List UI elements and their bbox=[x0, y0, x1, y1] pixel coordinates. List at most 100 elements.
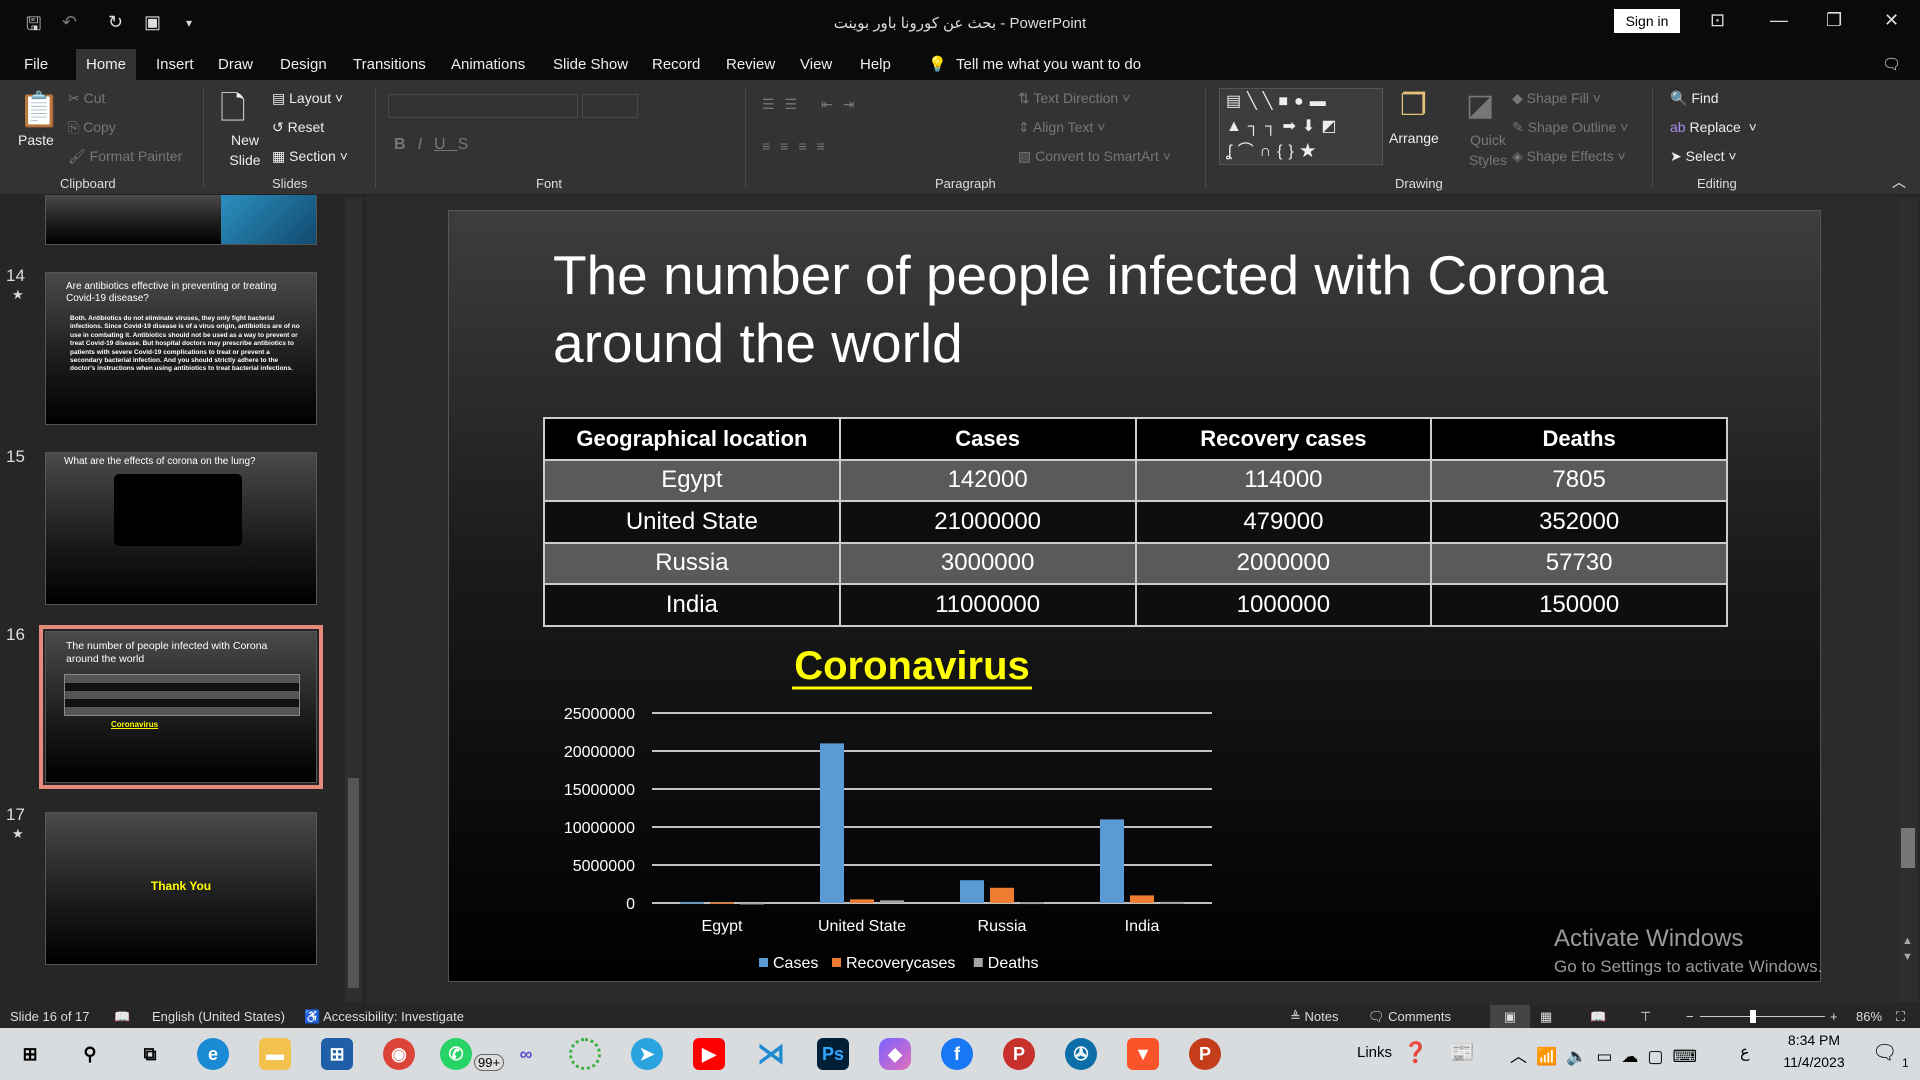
section-button[interactable]: ▦ Section ˅ bbox=[272, 148, 348, 164]
data-table[interactable]: Geographical location Cases Recovery cas… bbox=[543, 417, 1728, 627]
thumbnail-slide-14[interactable]: Are antibiotics effective in preventing … bbox=[45, 272, 317, 425]
paste-icon[interactable]: 📋 bbox=[18, 91, 61, 129]
cut-button[interactable]: ✂ Cut bbox=[68, 90, 106, 106]
whatsapp-icon[interactable]: ✆ bbox=[440, 1038, 472, 1070]
fit-to-window-icon[interactable]: ⛶ bbox=[1896, 1009, 1906, 1024]
list-buttons[interactable]: ☰☰ ⇤⇥ bbox=[762, 96, 865, 112]
shape-outline-button[interactable]: ✎ Shape Outline ˅ bbox=[1512, 119, 1629, 135]
chrome-icon[interactable]: ◉ bbox=[383, 1038, 415, 1070]
accessibility-button[interactable]: ♿ Accessibility: Investigate bbox=[304, 1009, 464, 1024]
copilot-icon[interactable]: ◆ bbox=[879, 1038, 911, 1070]
collapse-ribbon-icon[interactable]: ︿ bbox=[1892, 174, 1906, 190]
tab-slide-show[interactable]: Slide Show bbox=[553, 56, 629, 73]
slide-canvas[interactable]: The number of people infected with Coron… bbox=[448, 210, 1821, 982]
new-slide-icon[interactable]: 🗋 bbox=[220, 90, 246, 126]
powerpoint-icon[interactable]: P bbox=[1189, 1038, 1221, 1070]
bar-chart[interactable]: Coronavirus 0 5000000 10000000 15000000 20000… bbox=[529, 631, 1249, 981]
vscode-icon[interactable]: ⋊ bbox=[757, 1038, 785, 1069]
zoom-level[interactable]: 86% bbox=[1856, 1009, 1883, 1024]
convert-smartart-button[interactable]: ▧ Convert to SmartArt ˅ bbox=[1018, 148, 1171, 164]
tab-design[interactable]: Design bbox=[280, 56, 327, 73]
circle-app-icon[interactable] bbox=[569, 1038, 601, 1070]
select-button[interactable]: ➤ Select ˅ bbox=[1670, 148, 1737, 164]
prev-next-slide-icons[interactable]: ▲ ▼ bbox=[1902, 935, 1913, 963]
thumbnail-slide-13[interactable] bbox=[45, 195, 317, 245]
photoshop-icon[interactable]: Ps bbox=[817, 1038, 849, 1070]
normal-view-button[interactable]: ▣ bbox=[1490, 1005, 1530, 1028]
tab-draw[interactable]: Draw bbox=[218, 56, 254, 73]
spelling-icon[interactable]: 📖 bbox=[114, 1009, 131, 1024]
edge-icon[interactable]: e bbox=[197, 1038, 229, 1070]
tab-file[interactable]: File bbox=[24, 56, 49, 73]
facebook-icon[interactable]: f bbox=[941, 1038, 973, 1070]
thumbnail-slide-15[interactable]: What are the effects of corona on the lu… bbox=[45, 452, 317, 605]
zoom-slider[interactable] bbox=[1700, 1016, 1825, 1017]
task-view-icon[interactable]: ⧉ bbox=[143, 1044, 157, 1064]
close-icon[interactable]: ✕ bbox=[1884, 10, 1900, 30]
thumbnail-slide-16[interactable]: The number of people infected with Coron… bbox=[39, 625, 323, 789]
quick-styles-button[interactable]: Quick Styles bbox=[1468, 132, 1508, 168]
save-icon[interactable]: 🖫 bbox=[26, 14, 42, 34]
news-icon[interactable]: 📰 bbox=[1450, 1042, 1475, 1064]
text-direction-button[interactable]: ⇅ Text Direction ˅ bbox=[1018, 90, 1131, 106]
comments-button[interactable]: 🗨 Comments bbox=[1368, 1009, 1451, 1024]
input-language[interactable]: ع bbox=[1740, 1044, 1750, 1061]
slide-title[interactable]: The number of people infected with Coron… bbox=[553, 244, 1608, 374]
quick-styles-icon[interactable]: ◪ bbox=[1466, 89, 1495, 122]
clock-date[interactable]: 11/4/2023 bbox=[1783, 1054, 1845, 1070]
tab-help[interactable]: Help bbox=[860, 56, 891, 73]
thumbnail-scrollbar[interactable] bbox=[345, 198, 362, 1002]
film-app-icon[interactable]: ✇ bbox=[1065, 1038, 1097, 1070]
clock-time[interactable]: 8:34 PM bbox=[1787, 1032, 1841, 1048]
arrange-icon[interactable]: ❐ bbox=[1400, 89, 1427, 122]
notification-center-icon[interactable]: 🗨 bbox=[1872, 1042, 1898, 1064]
tab-record[interactable]: Record bbox=[652, 56, 701, 73]
scroll-thumb[interactable] bbox=[348, 778, 359, 988]
help-icon[interactable]: ❓ bbox=[1403, 1042, 1428, 1064]
minimize-icon[interactable]: — bbox=[1770, 10, 1788, 30]
ribbon-display-icon[interactable]: ⊡ bbox=[1710, 10, 1726, 30]
customize-quick-access-icon[interactable]: ▾ bbox=[186, 16, 193, 30]
align-text-button[interactable]: ⇕ Align Text ˅ bbox=[1018, 119, 1106, 135]
redo-icon[interactable]: ↻ bbox=[108, 12, 124, 32]
tell-me-search[interactable]: Tell me what you want to do bbox=[956, 56, 1142, 73]
present-icon[interactable]: ▣ bbox=[144, 12, 162, 32]
store-icon[interactable]: ⊞ bbox=[321, 1038, 353, 1070]
scroll-thumb[interactable] bbox=[1901, 828, 1915, 868]
reading-view-button[interactable]: 📖 bbox=[1590, 1009, 1607, 1024]
replace-button[interactable]: ab Replace ˅ bbox=[1670, 119, 1757, 135]
search-icon[interactable]: ⚲ bbox=[83, 1044, 97, 1064]
language-indicator[interactable]: English (United States) bbox=[152, 1009, 285, 1024]
font-family-input[interactable] bbox=[388, 94, 578, 118]
zoom-slider-thumb[interactable] bbox=[1750, 1010, 1756, 1023]
font-format-buttons[interactable]: BIUS bbox=[394, 136, 481, 153]
thumbnail-slide-17[interactable]: Thank You bbox=[45, 812, 317, 965]
shape-effects-button[interactable]: ◈ Shape Effects ˅ bbox=[1512, 148, 1626, 164]
layout-button[interactable]: ▤ Layout ˅ bbox=[272, 90, 344, 106]
slideshow-button[interactable]: ⊤ bbox=[1640, 1009, 1652, 1024]
infinity-app-icon[interactable]: ∞ bbox=[519, 1044, 533, 1064]
zoom-in-button[interactable]: + bbox=[1830, 1009, 1838, 1024]
youtube-icon[interactable]: ▶ bbox=[693, 1038, 725, 1070]
p-app-icon[interactable]: P bbox=[1003, 1038, 1035, 1070]
new-slide-button[interactable]: New Slide bbox=[229, 132, 261, 168]
shapes-gallery[interactable]: ▤╲╲■●▬ ▲┐┐➡⬇◩ ʆ⌒∩{}★ bbox=[1219, 88, 1383, 165]
comments-icon[interactable]: 🗨 bbox=[1882, 56, 1902, 73]
copy-button[interactable]: ⎘ Copy bbox=[68, 119, 116, 135]
system-tray-icons[interactable]: ︿📶🔈▭☁▢⌨ bbox=[1510, 1047, 1706, 1066]
sign-in-button[interactable]: Sign in bbox=[1614, 9, 1680, 33]
tab-transitions[interactable]: Transitions bbox=[353, 56, 426, 73]
notes-button[interactable]: ≜ Notes bbox=[1290, 1009, 1339, 1024]
file-explorer-icon[interactable]: ▬ bbox=[259, 1038, 291, 1070]
tab-home[interactable]: Home bbox=[76, 49, 137, 80]
tab-review[interactable]: Review bbox=[726, 56, 776, 73]
shape-fill-button[interactable]: ◆ Shape Fill ˅ bbox=[1512, 90, 1601, 106]
undo-icon[interactable]: ↶ bbox=[62, 12, 78, 32]
brave-icon[interactable]: ▼ bbox=[1127, 1038, 1159, 1070]
slide-sorter-button[interactable]: ▦ bbox=[1540, 1009, 1553, 1024]
find-button[interactable]: 🔍 Find bbox=[1670, 90, 1719, 106]
format-painter-button[interactable]: 🖌 Format Painter bbox=[68, 148, 183, 164]
zoom-out-button[interactable]: − bbox=[1686, 1009, 1694, 1024]
tab-view[interactable]: View bbox=[800, 56, 833, 73]
telegram-icon[interactable]: ➤ bbox=[631, 1038, 663, 1070]
